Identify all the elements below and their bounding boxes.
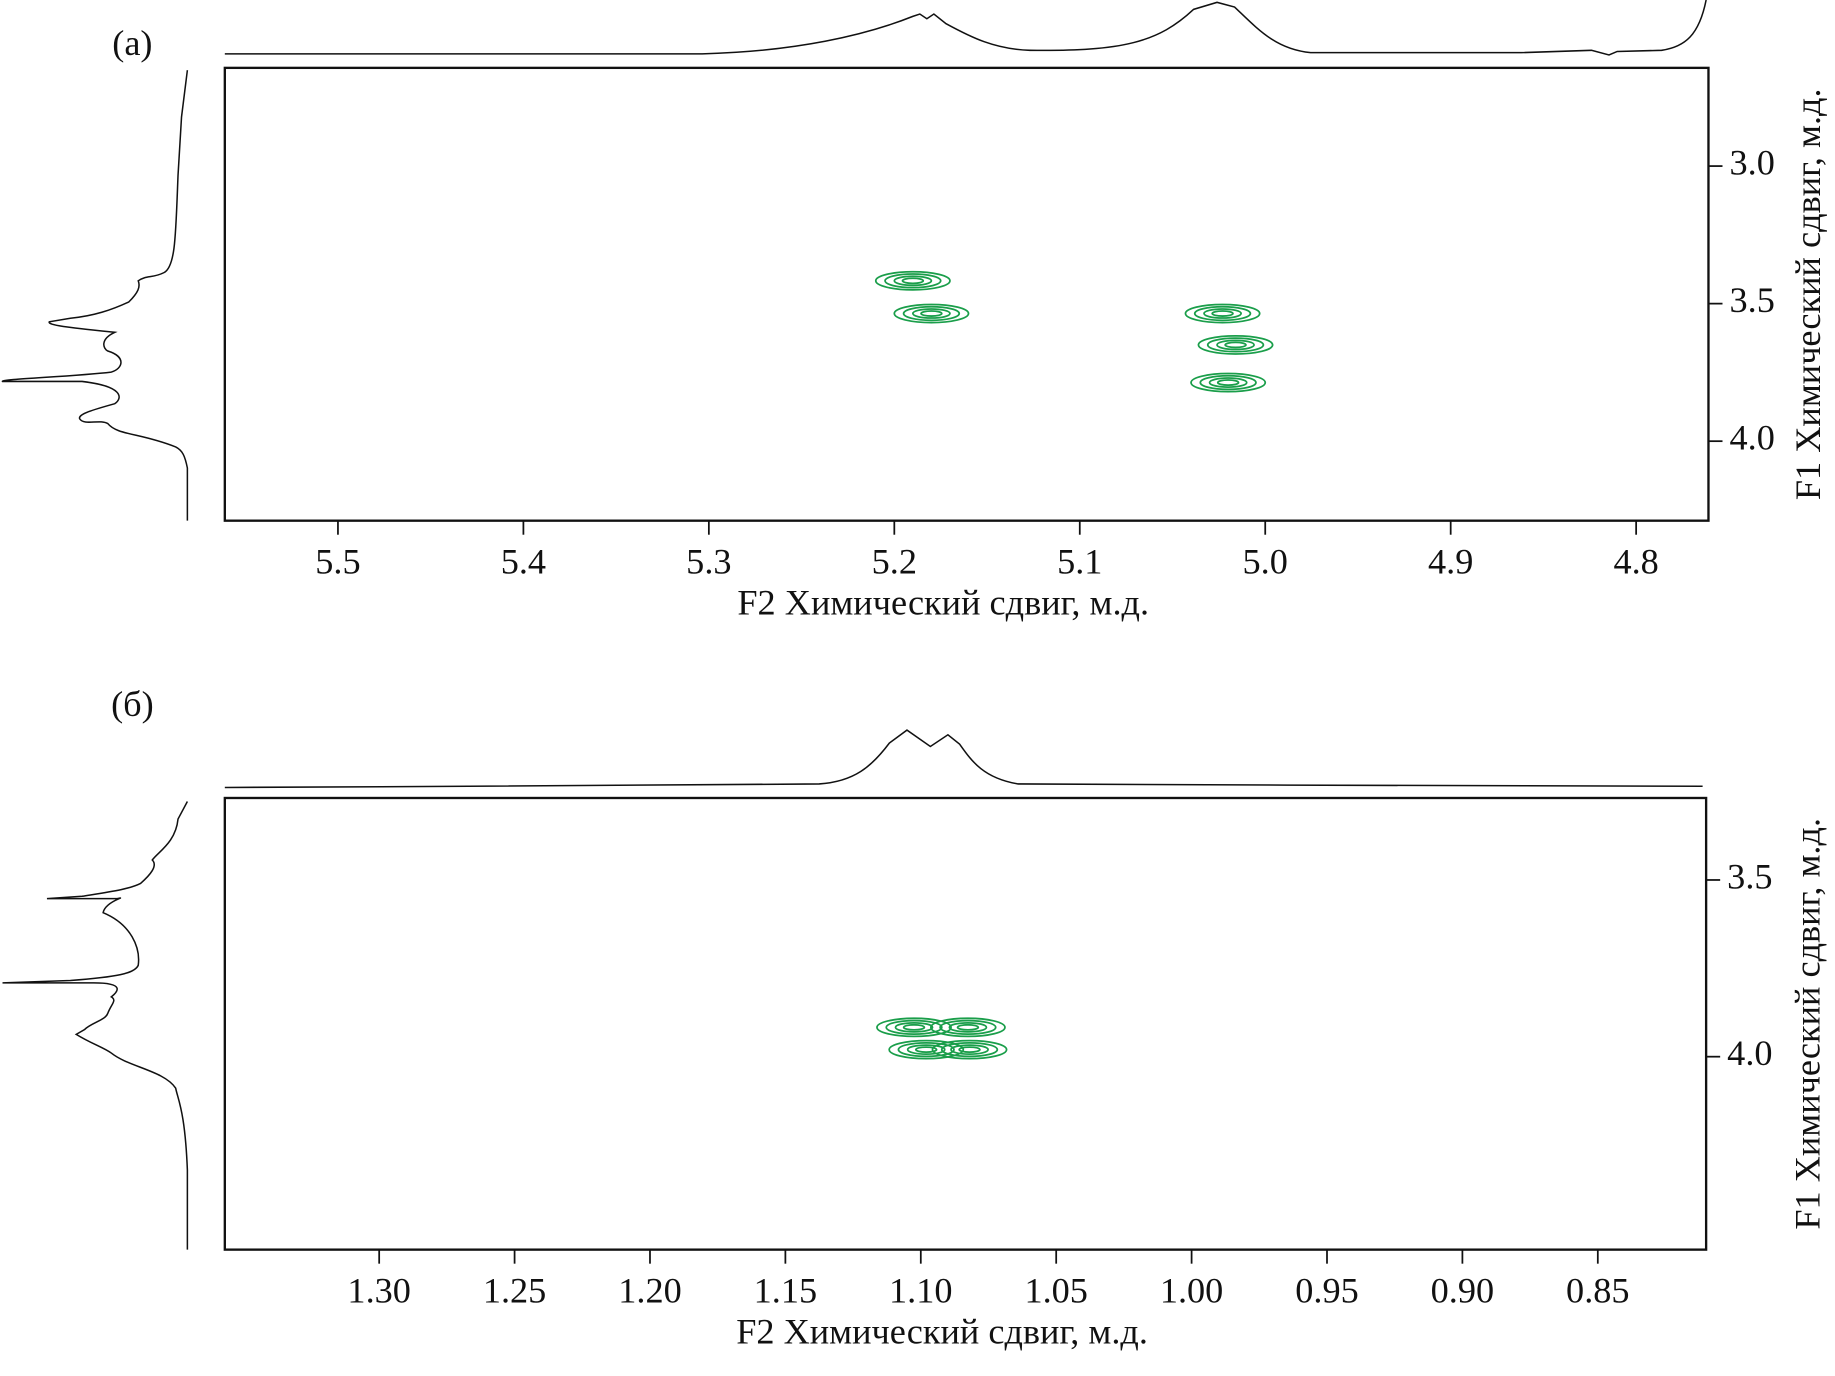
y-tick-label: 4.0 xyxy=(1727,1033,1772,1073)
contour-line xyxy=(940,1041,999,1058)
contour-line xyxy=(1199,374,1257,391)
contour-line xyxy=(885,1019,943,1035)
x-tick-label: 1.05 xyxy=(1024,1270,1087,1310)
contour-line xyxy=(1211,310,1234,317)
top-projection xyxy=(224,729,1703,789)
contour-line xyxy=(1216,339,1255,351)
contour-line xyxy=(920,310,943,317)
contour-line xyxy=(884,273,942,289)
x-tick-label: 1.00 xyxy=(1160,1270,1223,1310)
contour-line xyxy=(894,1021,934,1033)
contour-line xyxy=(939,1019,997,1035)
contour-peak xyxy=(1184,303,1261,324)
x-tick-label: 5.2 xyxy=(872,541,917,581)
contour-line xyxy=(948,1021,988,1033)
x-tick-label: 5.5 xyxy=(315,541,360,581)
y-tick-label: 3.5 xyxy=(1727,856,1772,896)
contour-line xyxy=(906,1044,946,1056)
x-tick-label: 5.1 xyxy=(1057,541,1102,581)
x-tick-label: 5.3 xyxy=(686,541,731,581)
y-axis-label: F1 Химический сдвиг, м.д. xyxy=(1788,818,1828,1230)
contour-line xyxy=(893,275,933,287)
x-tick-label: 0.95 xyxy=(1295,1270,1358,1310)
contour-line xyxy=(931,1039,1008,1060)
x-tick-label: 1.20 xyxy=(618,1270,681,1310)
contour-line xyxy=(874,270,951,291)
x-tick-label: 5.4 xyxy=(501,541,546,581)
contour-line xyxy=(1184,303,1261,324)
contour-line xyxy=(950,1044,989,1056)
contour-line xyxy=(1224,341,1247,349)
contour-peak xyxy=(1197,334,1274,355)
y-tick-label: 3.0 xyxy=(1730,142,1775,182)
panel-label: (а) xyxy=(112,23,152,63)
x-tick-label: 1.30 xyxy=(347,1270,410,1310)
contour-line xyxy=(914,1046,938,1054)
contour-line xyxy=(1193,305,1252,322)
contour-peak xyxy=(888,1039,965,1060)
left-projection xyxy=(1,70,189,521)
plot-frame xyxy=(223,66,1710,522)
left-projection xyxy=(2,801,189,1250)
contour-line xyxy=(1208,377,1248,388)
x-axis-label: F2 Химический сдвиг, м.д. xyxy=(736,1311,1148,1351)
contour-line xyxy=(1216,379,1240,386)
contour-line xyxy=(958,1046,981,1054)
x-tick-label: 1.15 xyxy=(754,1270,817,1310)
x-tick-label: 5.0 xyxy=(1243,541,1288,581)
contour-line xyxy=(888,1039,965,1060)
contour-peak xyxy=(893,303,970,324)
contour-line xyxy=(1206,337,1265,353)
top-projection xyxy=(224,0,1707,56)
contour-line xyxy=(956,1023,980,1031)
plot-frame xyxy=(223,796,1708,1251)
y-tick-label: 3.5 xyxy=(1730,280,1775,320)
contour-peak xyxy=(1190,372,1267,393)
contour-peak xyxy=(874,270,951,291)
y-tick-label: 4.0 xyxy=(1730,418,1775,458)
x-tick-label: 4.9 xyxy=(1428,541,1473,581)
contour-line xyxy=(1203,308,1242,319)
contour-line xyxy=(902,1023,926,1031)
contour-line xyxy=(1190,372,1267,393)
contour-line xyxy=(893,303,970,324)
contour-line xyxy=(897,1041,955,1058)
contour-line xyxy=(901,277,925,285)
contour-peak xyxy=(931,1039,1008,1060)
x-tick-label: 1.25 xyxy=(483,1270,546,1310)
contour-line xyxy=(929,1017,1006,1038)
x-tick-label: 0.90 xyxy=(1431,1270,1494,1310)
contour-line xyxy=(911,308,951,319)
x-tick-label: 0.85 xyxy=(1566,1270,1629,1310)
contour-peak xyxy=(929,1017,1006,1038)
contour-line xyxy=(1197,334,1274,355)
x-tick-label: 4.8 xyxy=(1613,541,1658,581)
x-tick-label: 1.10 xyxy=(889,1270,952,1310)
contour-line xyxy=(876,1017,952,1038)
panel-label: (б) xyxy=(111,684,154,724)
contour-peak xyxy=(876,1017,952,1038)
y-axis-label: F1 Химический сдвиг, м.д. xyxy=(1788,88,1828,500)
x-axis-label: F2 Химический сдвиг, м.д. xyxy=(737,582,1149,622)
contour-line xyxy=(902,305,961,322)
